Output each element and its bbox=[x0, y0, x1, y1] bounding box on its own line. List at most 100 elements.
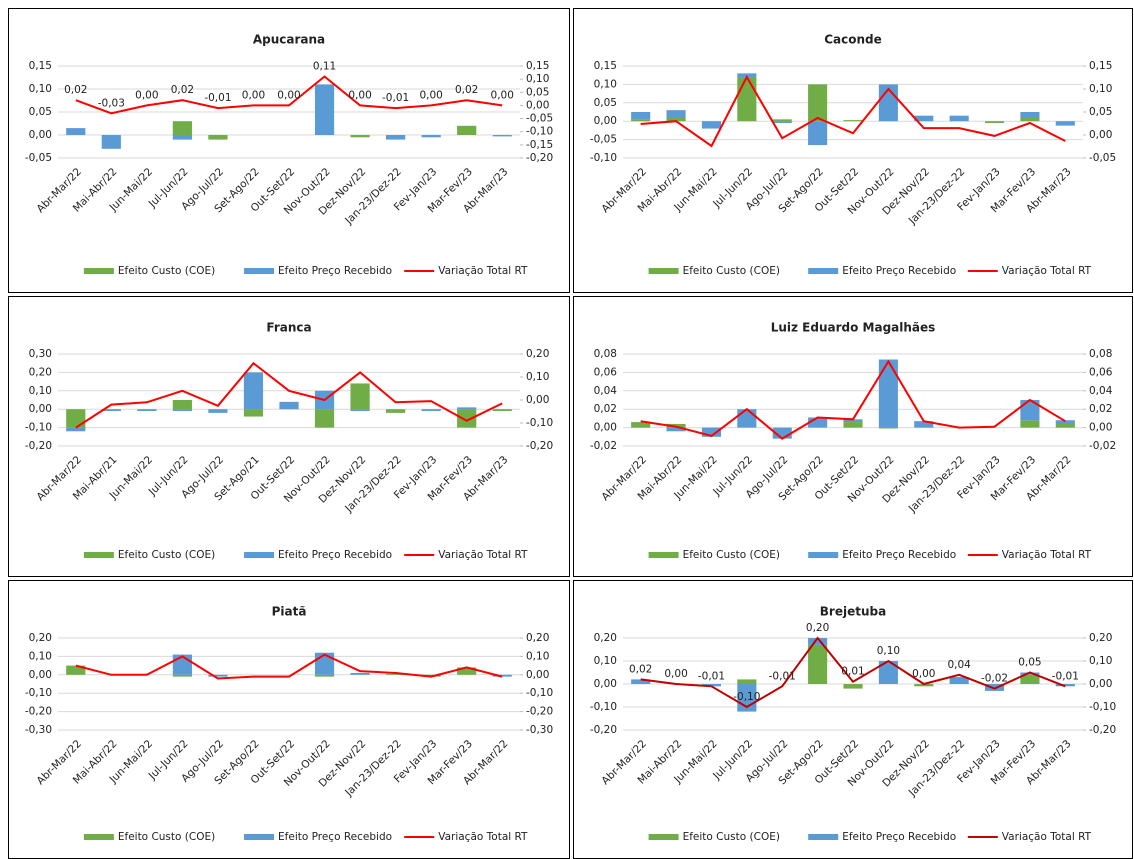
bar bbox=[492, 135, 512, 137]
y-tick-label: -0,10 bbox=[590, 152, 617, 164]
data-label: 0,01 bbox=[841, 666, 864, 678]
data-label: 0,20 bbox=[806, 622, 829, 634]
y2-tick-label: 0,15 bbox=[526, 60, 549, 72]
y2-tick-label: 0,04 bbox=[1089, 385, 1113, 397]
bar bbox=[843, 422, 863, 428]
data-label: 0,11 bbox=[313, 61, 336, 73]
bar bbox=[878, 359, 898, 428]
bar bbox=[386, 135, 406, 140]
bar bbox=[808, 644, 828, 684]
bar bbox=[737, 77, 757, 122]
bar bbox=[737, 409, 757, 428]
y2-tick-label: -0,05 bbox=[526, 113, 553, 125]
y-tick-label: -0,10 bbox=[25, 687, 52, 699]
y-tick-label: 0,02 bbox=[594, 403, 617, 415]
bar bbox=[914, 115, 934, 122]
chart-title: Piatã bbox=[272, 605, 307, 619]
bar bbox=[1020, 672, 1040, 675]
legend-swatch bbox=[244, 552, 275, 558]
bar bbox=[314, 674, 335, 677]
chart-panel: Franca -0,20 -0,10 0,00 0,10 0,20 0,30 -0,20 -0,… bbox=[8, 296, 570, 577]
y-tick-label: -0,20 bbox=[590, 724, 617, 736]
bar bbox=[984, 121, 1005, 124]
data-label: -0,01 bbox=[1052, 670, 1079, 682]
data-label: 0,05 bbox=[1018, 657, 1041, 669]
line-series bbox=[75, 361, 503, 429]
y2-tick-label: 0,10 bbox=[526, 73, 549, 85]
data-label: 0,02 bbox=[455, 84, 478, 96]
y-tick-label: 0,08 bbox=[594, 348, 617, 360]
y-tick-label: 0,20 bbox=[29, 632, 52, 644]
y-tick-label: 0,30 bbox=[29, 348, 52, 360]
legend-label: Efeito Custo (COE) bbox=[118, 831, 215, 843]
y2-tick-label: 0,00 bbox=[526, 99, 549, 111]
bar bbox=[631, 422, 651, 428]
bar bbox=[101, 409, 121, 412]
data-label: 0,00 bbox=[912, 668, 935, 680]
bar bbox=[666, 117, 686, 122]
bar bbox=[772, 119, 792, 122]
y-tick-label: -0,20 bbox=[25, 706, 52, 718]
bar bbox=[457, 667, 477, 675]
data-label: 0,00 bbox=[664, 668, 687, 680]
y2-tick-label: 0,20 bbox=[1089, 632, 1112, 644]
y2-tick-label: 0,20 bbox=[526, 632, 549, 644]
chart-panel: Brejetuba -0,20 -0,10 0,00 0,10 0,20 -0,20 -0,1… bbox=[573, 580, 1133, 859]
bar bbox=[386, 409, 406, 413]
legend-label: Variação Total RT bbox=[438, 549, 528, 561]
y-tick-label: 0,00 bbox=[29, 403, 52, 415]
bar bbox=[1055, 684, 1075, 687]
legend-label: Efeito Custo (COE) bbox=[118, 265, 215, 277]
data-label: 0,00 bbox=[348, 89, 371, 101]
y2-tick-label: -0,20 bbox=[1089, 724, 1116, 736]
bar bbox=[172, 121, 192, 135]
data-label: -0,01 bbox=[769, 670, 796, 682]
y2-tick-label: -0,10 bbox=[526, 687, 553, 699]
bar bbox=[492, 409, 512, 412]
bar bbox=[949, 115, 969, 122]
legend-swatch bbox=[648, 268, 679, 274]
y-tick-label: 0,10 bbox=[594, 78, 617, 90]
y2-tick-label: 0,10 bbox=[1089, 83, 1112, 95]
legend-label: Efeito Preço Recebido bbox=[842, 549, 956, 561]
y-tick-label: -0,02 bbox=[590, 440, 617, 452]
y2-tick-label: 0,10 bbox=[526, 650, 549, 662]
chart-title: Luiz Eduardo Magalhães bbox=[771, 321, 936, 335]
y-tick-label: -0,20 bbox=[25, 440, 52, 452]
bar bbox=[172, 654, 192, 675]
y-tick-label: 0,10 bbox=[594, 655, 617, 667]
y2-tick-label: -0,02 bbox=[1089, 440, 1116, 452]
chart-panel: Piatã -0,30 -0,20 -0,10 0,00 0,10 0,20 -0,30 -0,… bbox=[8, 580, 570, 859]
y2-tick-label: -0,20 bbox=[526, 706, 553, 718]
y-tick-label: -0,30 bbox=[25, 724, 52, 736]
bar bbox=[666, 427, 686, 432]
y-tick-label: -0,10 bbox=[590, 701, 617, 713]
y2-tick-label: -0,10 bbox=[526, 126, 553, 138]
y-tick-label: 0,00 bbox=[29, 669, 52, 681]
y2-tick-label: 0,20 bbox=[526, 348, 549, 360]
y-tick-label: 0,05 bbox=[594, 97, 617, 109]
bar bbox=[1055, 423, 1075, 428]
y2-tick-label: 0,00 bbox=[1089, 422, 1112, 434]
bar bbox=[421, 409, 441, 412]
legend-label: Variação Total RT bbox=[1002, 831, 1092, 843]
legend-label: Efeito Custo (COE) bbox=[683, 549, 780, 561]
y-tick-label: 0,00 bbox=[594, 678, 617, 690]
legend-swatch bbox=[83, 268, 114, 274]
y-tick-label: 0,10 bbox=[29, 83, 52, 95]
legend-swatch bbox=[648, 834, 679, 840]
y2-tick-label: 0,15 bbox=[1089, 60, 1112, 72]
data-label: 0,00 bbox=[419, 89, 442, 101]
panel-frame bbox=[8, 296, 570, 577]
bar bbox=[701, 121, 722, 129]
bar bbox=[243, 372, 264, 410]
data-label: -0,01 bbox=[698, 670, 725, 682]
legend-label: Variação Total RT bbox=[1002, 549, 1092, 561]
legend-swatch bbox=[808, 834, 839, 840]
bar bbox=[457, 407, 477, 410]
legend-swatch bbox=[648, 552, 679, 558]
line-series bbox=[640, 359, 1066, 440]
bar bbox=[350, 383, 370, 410]
bar bbox=[208, 135, 228, 140]
